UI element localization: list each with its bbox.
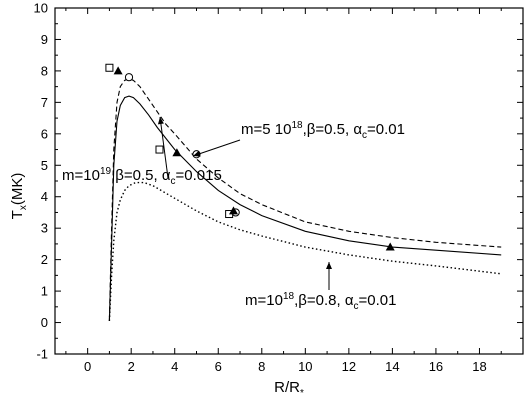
x-tick-label: 2: [128, 359, 135, 374]
y-tick-label: 1: [41, 284, 48, 299]
y-tick-label: 6: [41, 126, 48, 141]
y-tick-label: 0: [41, 315, 48, 330]
y-tick-label: 7: [41, 95, 48, 110]
marker-square: [155, 145, 164, 154]
x-tick-label: 12: [342, 359, 356, 374]
arrow-model-2-head: [157, 117, 164, 125]
y-tick-label: 5: [41, 158, 48, 173]
arrow-model-1-head: [193, 150, 201, 157]
marker-square: [105, 63, 114, 72]
y-tick-label: 4: [41, 189, 48, 204]
y-axis-label: Tx(MK): [9, 173, 29, 220]
marker-triangle: [385, 242, 395, 251]
marker-triangle: [228, 206, 238, 215]
arrow-model-2: [159, 116, 169, 179]
x-tick-label: 0: [84, 359, 91, 374]
y-tick-label: 9: [41, 32, 48, 47]
arrow-model-3-head: [326, 262, 332, 269]
data-markers: [105, 63, 395, 251]
annotation-model-1: m=5 1018,β=0.5, αc=0.01: [241, 120, 405, 141]
x-tick-label: 18: [472, 359, 486, 374]
y-tick-label: 8: [41, 63, 48, 78]
y-tick-label: -1: [36, 347, 48, 362]
x-tick-label: 4: [171, 359, 178, 374]
curve-dashed: [108, 78, 502, 320]
x-tick-label: 16: [429, 359, 443, 374]
annotation-model-3: m=1018,β=0.8, αc=0.01: [245, 291, 396, 312]
marker-triangle: [172, 148, 182, 157]
y-tick-label: 10: [34, 1, 48, 16]
annotation-model-2: m=1019,β=0.5, αc=0.015: [62, 166, 222, 187]
curve-dotted: [108, 181, 502, 322]
marker-triangle: [113, 66, 123, 75]
x-tick-label: 14: [385, 359, 399, 374]
y-tick-label: 2: [41, 252, 48, 267]
x-axis-label: R/R*: [274, 379, 304, 399]
y-tick-label: 3: [41, 221, 48, 236]
x-tick-label: 6: [215, 359, 222, 374]
annotation-arrows: [157, 116, 332, 290]
model-curves: [108, 78, 502, 322]
arrow-model-1: [192, 139, 241, 157]
x-tick-label: 8: [258, 359, 265, 374]
marker-circle: [124, 73, 134, 82]
x-tick-label: 10: [298, 359, 312, 374]
